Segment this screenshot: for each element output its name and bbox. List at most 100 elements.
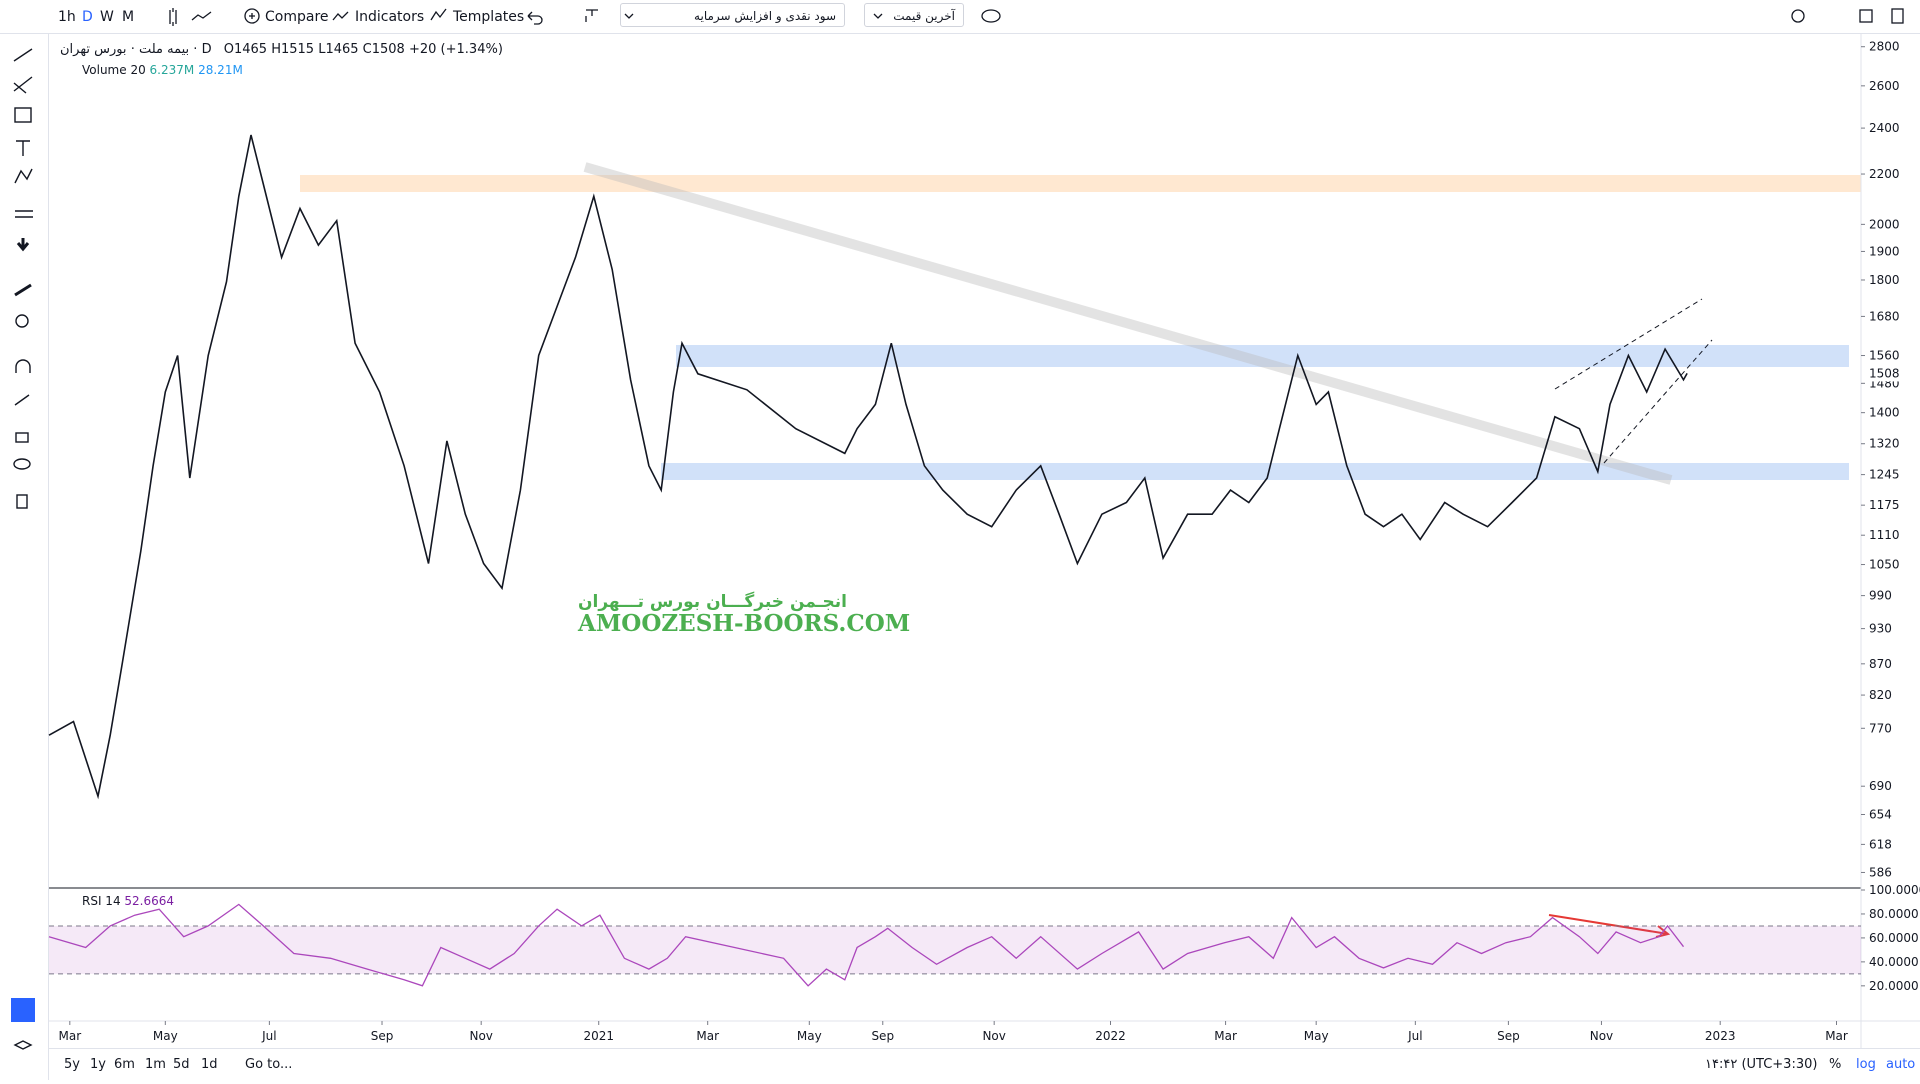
support-zone[interactable] [676, 345, 1849, 367]
text-tool[interactable] [16, 140, 30, 156]
interval-button[interactable]: M [122, 9, 135, 25]
volume-ma: 28.21M [198, 63, 243, 77]
hide-tool[interactable] [13, 458, 31, 470]
rsi-band [49, 925, 1861, 974]
support-zone[interactable] [661, 463, 1849, 480]
x-tick-label: Mar [1214, 1029, 1237, 1043]
auto-toggle[interactable]: auto [1886, 1057, 1916, 1072]
compare-icon[interactable] [244, 8, 260, 24]
channel-line[interactable] [1603, 339, 1713, 464]
visibility-icon[interactable] [981, 9, 1001, 23]
layers-tool[interactable] [13, 1040, 33, 1050]
fullscreen-icon[interactable] [585, 9, 598, 22]
y-tick-label: 770 [1869, 721, 1892, 735]
pattern-tool[interactable] [14, 168, 33, 184]
magnet-tool[interactable] [15, 359, 31, 373]
indicators-button[interactable]: Indicators [355, 9, 425, 25]
snapshot-icon[interactable] [1859, 9, 1873, 23]
y-tick-label: 1400 [1869, 406, 1900, 420]
settings-icon[interactable] [1791, 9, 1805, 23]
range-button[interactable]: 5d [173, 1057, 190, 1072]
goto-button[interactable]: Go to... [245, 1057, 293, 1072]
line-icon[interactable] [191, 11, 212, 21]
indicators-icon[interactable] [332, 11, 349, 21]
undo-icon[interactable] [527, 11, 543, 25]
y-tick-label: 60.0000 [1869, 931, 1919, 945]
y-tick-label: 1800 [1869, 273, 1900, 287]
range-button[interactable]: 6m [114, 1057, 135, 1072]
top-toolbar: 1h D W M Compare Indicators Templates سو… [0, 0, 1920, 34]
fib-tool[interactable] [13, 76, 33, 94]
rsi-name: RSI 14 [82, 894, 121, 908]
trash-icon[interactable] [1891, 8, 1904, 24]
range-button[interactable]: 1y [90, 1057, 106, 1072]
y-tick-label: 2200 [1869, 167, 1900, 181]
symbol-name: بیمه ملت [138, 42, 190, 57]
channel-line[interactable] [1554, 298, 1703, 390]
ruler-tool[interactable] [14, 283, 32, 297]
price-select[interactable]: آخرین قیمت [864, 3, 964, 27]
favorites-tool[interactable] [11, 998, 35, 1022]
y-tick-label: 690 [1869, 779, 1892, 793]
range-button[interactable]: 1m [145, 1057, 166, 1072]
compare-button[interactable]: Compare [265, 9, 329, 25]
y-tick-label: 2400 [1869, 121, 1900, 135]
prediction-tool[interactable] [15, 210, 33, 218]
volume-value: 6.237M [149, 63, 195, 77]
y-tick-label: 820 [1869, 688, 1892, 702]
x-tick-label: 2021 [583, 1029, 614, 1043]
chart: 2800260024002200200019001800168015601480… [48, 33, 1920, 1048]
remove-tool[interactable] [16, 494, 28, 509]
zoom-tool[interactable] [15, 314, 29, 328]
x-tick-label: Nov [982, 1029, 1005, 1043]
interval: D [201, 42, 212, 57]
trend-line[interactable] [583, 162, 1673, 485]
templates-icon[interactable] [430, 8, 447, 21]
chart-type-icon[interactable] [169, 8, 177, 26]
interval-button[interactable]: 1h [58, 9, 76, 25]
interval-button[interactable]: W [100, 9, 114, 25]
clock: ۱۴:۴۲ (UTC+3:30) [1705, 1057, 1818, 1072]
x-tick-label: Sep [1497, 1029, 1520, 1043]
bottom-toolbar: 5y 1y 6m 1m 5d 1d Go to... ۱۴:۴۲ (UTC+3:… [49, 1048, 1920, 1081]
arrow-tool[interactable] [16, 238, 30, 252]
x-tick-label: May [153, 1029, 178, 1043]
templates-button[interactable]: Templates [453, 9, 525, 25]
y-tick-label: 1900 [1869, 244, 1900, 258]
y-tick-label: 2600 [1869, 79, 1900, 93]
x-tick-label: Nov [1590, 1029, 1613, 1043]
percent-toggle[interactable]: % [1829, 1057, 1842, 1072]
log-toggle[interactable]: log [1856, 1057, 1876, 1072]
x-tick-label: May [797, 1029, 822, 1043]
shape-tool[interactable] [14, 107, 32, 123]
x-tick-label: Nov [469, 1029, 492, 1043]
y-tick-label: 2000 [1869, 217, 1900, 231]
low: L1465 [318, 42, 359, 57]
trend-tool[interactable] [13, 48, 33, 62]
y-tick-label: 1680 [1869, 309, 1900, 323]
x-tick-label: Sep [371, 1029, 394, 1043]
y-tick-label: 654 [1869, 807, 1892, 821]
divergence-arrow[interactable] [1548, 914, 1669, 935]
y-tick-label: 1050 [1869, 558, 1900, 572]
open: O1465 [223, 42, 268, 57]
draw-mode-tool[interactable] [14, 394, 30, 406]
symbol-legend: بیمه ملت · بورس تهران · D O1465 H1515 L1… [60, 42, 503, 57]
interval-button[interactable]: D [82, 9, 93, 25]
volume-legend: Volume 20 6.237M 28.21M [82, 63, 243, 77]
range-button[interactable]: 5y [64, 1057, 80, 1072]
drawings [49, 33, 1920, 1048]
x-tick-label: Sep [871, 1029, 894, 1043]
resistance-zone[interactable] [300, 175, 1861, 192]
y-tick-label: 20.0000 [1869, 979, 1919, 993]
y-tick-label: 2800 [1869, 40, 1900, 54]
toolbar-icons [169, 8, 1904, 26]
x-tick-label: 2023 [1705, 1029, 1736, 1043]
x-tick-label: May [1304, 1029, 1329, 1043]
last-price-label: 1508 [1869, 366, 1900, 380]
dividend-select[interactable]: سود نقدی و افزایش سرمایه [620, 3, 845, 27]
volume-name: Volume 20 [82, 63, 146, 77]
y-tick-label: 1245 [1869, 468, 1900, 482]
lock-tool[interactable] [15, 432, 29, 443]
range-button[interactable]: 1d [201, 1057, 218, 1072]
